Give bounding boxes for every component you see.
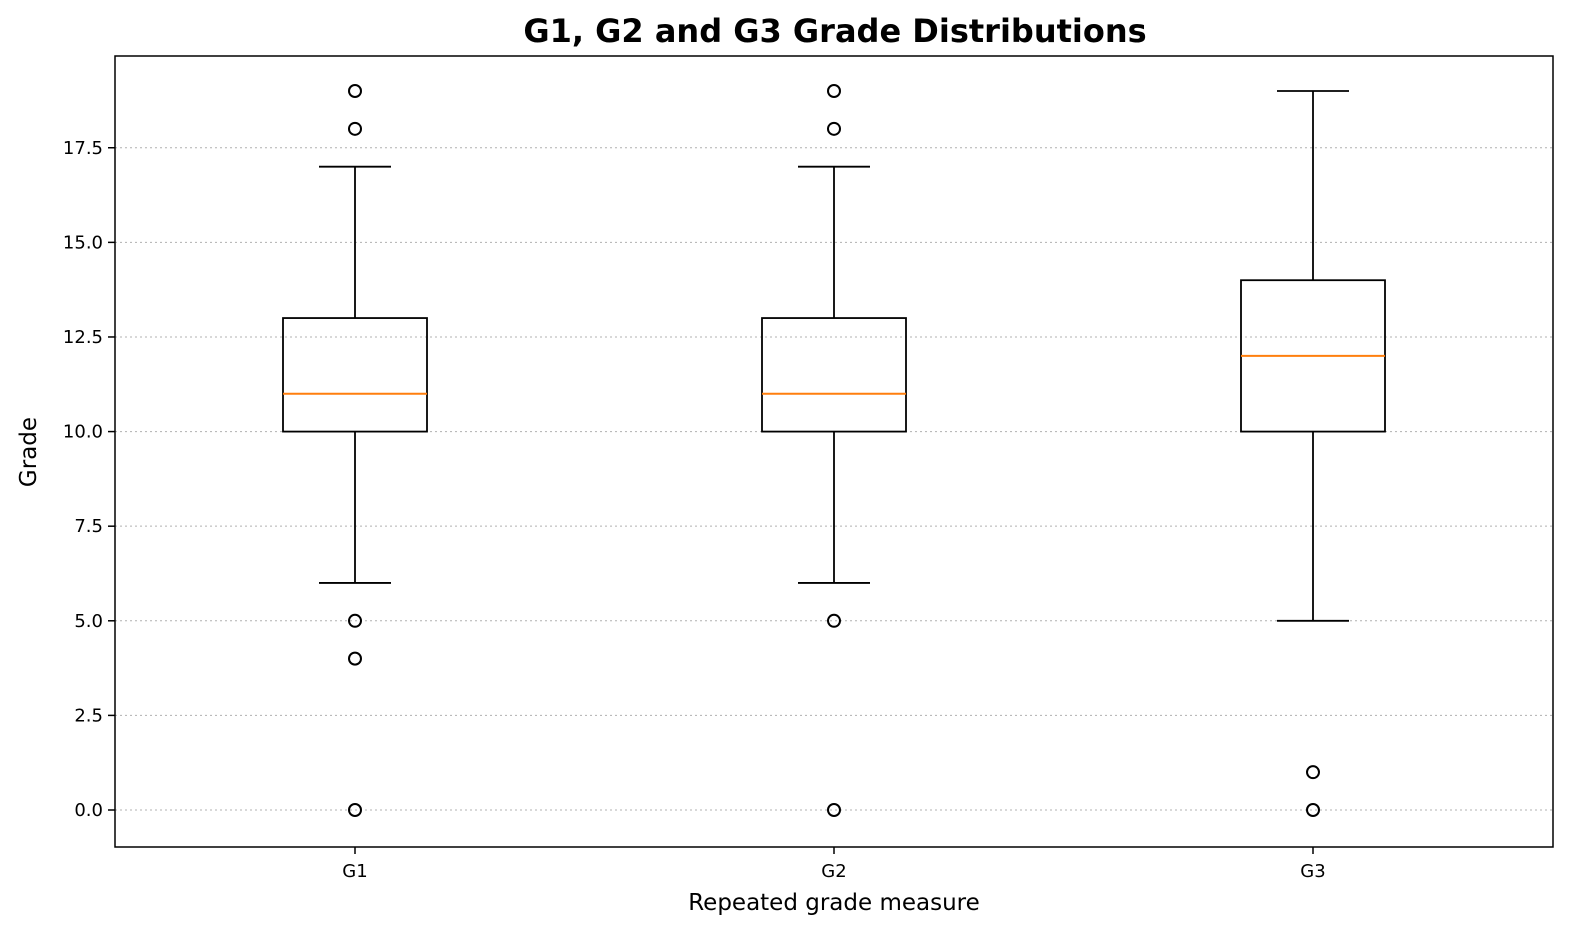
outlier-point (348, 803, 362, 817)
outlier-point (348, 613, 362, 628)
chart-title: G1, G2 and G3 Grade Distributions (523, 12, 1146, 50)
y-tick-label: 12.5 (63, 327, 103, 348)
y-axis-label: Grade (16, 417, 42, 487)
plot-frame (114, 55, 1554, 848)
y-tick-label: 10.0 (63, 422, 103, 443)
outlier-point (348, 84, 362, 98)
y-tick-label: 7.5 (74, 516, 103, 537)
y-tick-label: 17.5 (63, 138, 103, 159)
y-tick-label: 5.0 (74, 611, 103, 632)
x-tick-label: G3 (1300, 861, 1325, 882)
box-g3 (1240, 90, 1386, 817)
box-g2 (761, 84, 907, 817)
outlier-point (827, 121, 841, 136)
outlier-point (348, 651, 362, 666)
x-tick-label: G2 (821, 861, 846, 882)
box-g1 (282, 84, 428, 817)
outlier-point (1306, 803, 1320, 817)
x-axis-label: Repeated grade measure (688, 890, 980, 916)
y-tick-label: 15.0 (63, 232, 103, 253)
iqr-box (761, 317, 907, 433)
ticks: 0.0 2.5 5.0 7.5 10.0 12.5 15.0 17.5 G1 G2 G3 (63, 138, 1326, 882)
outlier-point (827, 613, 841, 628)
outlier-point (1306, 765, 1320, 780)
x-tick-label: G1 (342, 861, 367, 882)
boxes (282, 84, 1386, 817)
y-tick-label: 0.0 (74, 800, 103, 821)
iqr-box (282, 317, 428, 433)
outlier-point (348, 121, 362, 136)
outlier-point (827, 803, 841, 817)
outlier-point (827, 84, 841, 98)
y-tick-label: 2.5 (74, 705, 103, 726)
